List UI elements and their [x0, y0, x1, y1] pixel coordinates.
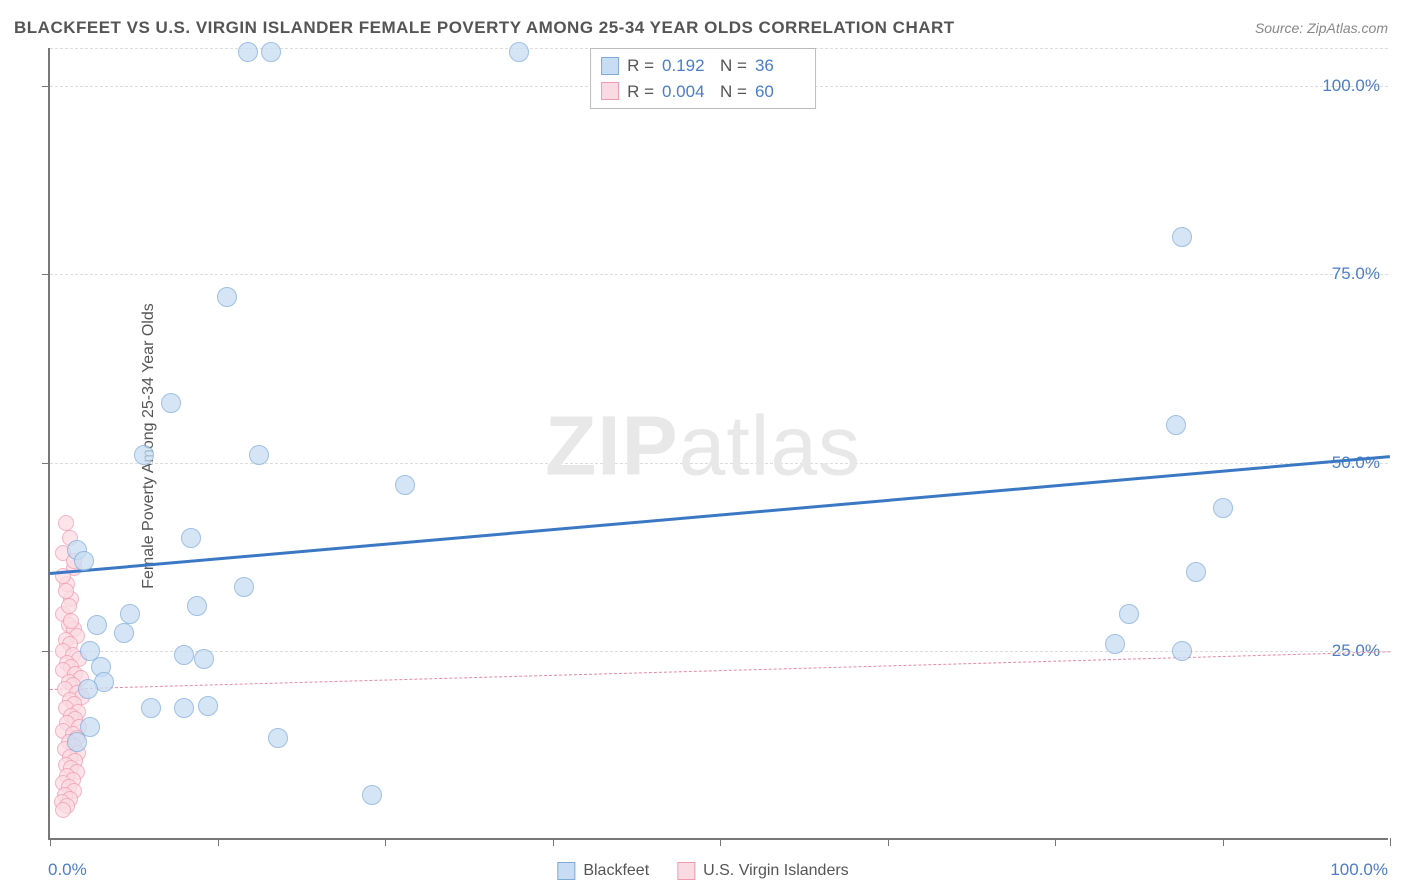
r-value: 0.192	[662, 53, 712, 79]
data-point	[362, 785, 382, 805]
y-tick-mark	[42, 651, 50, 652]
data-point	[114, 623, 134, 643]
y-tick-mark	[42, 274, 50, 275]
y-tick-label: 100.0%	[1322, 76, 1380, 96]
data-point	[1213, 498, 1233, 518]
data-point	[58, 583, 74, 599]
stats-legend: R = 0.192 N = 36 R = 0.004 N = 60	[590, 48, 816, 109]
data-point	[1186, 562, 1206, 582]
data-point	[120, 604, 140, 624]
x-tick-mark	[888, 838, 889, 846]
x-tick-mark	[50, 838, 51, 846]
x-tick-mark	[720, 838, 721, 846]
data-point	[87, 615, 107, 635]
plot-area: 25.0%50.0%75.0%100.0%	[48, 48, 1388, 840]
series-legend: Blackfeet U.S. Virgin Islanders	[557, 862, 848, 880]
data-point	[1105, 634, 1125, 654]
legend-label: U.S. Virgin Islanders	[703, 862, 849, 880]
y-tick-label: 75.0%	[1332, 264, 1380, 284]
data-point	[55, 802, 71, 818]
legend-swatch	[677, 862, 695, 880]
x-tick-mark	[1223, 838, 1224, 846]
n-label: N =	[720, 79, 747, 105]
source-attribution: Source: ZipAtlas.com	[1255, 20, 1388, 36]
x-tick-mark	[1055, 838, 1056, 846]
r-label: R =	[627, 79, 654, 105]
data-point	[1166, 415, 1186, 435]
data-point	[234, 577, 254, 597]
legend-swatch	[601, 82, 619, 100]
data-point	[74, 551, 94, 571]
legend-swatch	[601, 57, 619, 75]
data-point	[134, 445, 154, 465]
trendline	[50, 455, 1390, 575]
data-point	[261, 42, 281, 62]
x-tick-mark	[385, 838, 386, 846]
data-point	[268, 728, 288, 748]
data-point	[187, 596, 207, 616]
legend-item: Blackfeet	[557, 862, 649, 880]
legend-item: U.S. Virgin Islanders	[677, 862, 849, 880]
data-point	[58, 515, 74, 531]
data-point	[249, 445, 269, 465]
n-value: 60	[755, 79, 805, 105]
data-point	[67, 732, 87, 752]
data-point	[78, 679, 98, 699]
data-point	[395, 475, 415, 495]
r-label: R =	[627, 53, 654, 79]
legend-swatch	[557, 862, 575, 880]
r-value: 0.004	[662, 79, 712, 105]
gridline-horizontal	[50, 463, 1388, 464]
data-point	[1119, 604, 1139, 624]
x-tick-mark	[553, 838, 554, 846]
n-label: N =	[720, 53, 747, 79]
y-tick-mark	[42, 86, 50, 87]
data-point	[161, 393, 181, 413]
chart-title: BLACKFEET VS U.S. VIRGIN ISLANDER FEMALE…	[14, 18, 955, 38]
data-point	[194, 649, 214, 669]
n-value: 36	[755, 53, 805, 79]
legend-label: Blackfeet	[583, 862, 649, 880]
data-point	[238, 42, 258, 62]
data-point	[141, 698, 161, 718]
data-point	[509, 42, 529, 62]
data-point	[181, 528, 201, 548]
stats-legend-row: R = 0.004 N = 60	[601, 79, 805, 105]
x-tick-mark	[218, 838, 219, 846]
data-point	[198, 696, 218, 716]
x-tick-mark	[1390, 838, 1391, 846]
y-tick-mark	[42, 463, 50, 464]
x-axis-max-label: 100.0%	[1330, 860, 1388, 880]
data-point	[217, 287, 237, 307]
x-axis-min-label: 0.0%	[48, 860, 87, 880]
data-point	[174, 698, 194, 718]
data-point	[63, 613, 79, 629]
data-point	[174, 645, 194, 665]
data-point	[61, 598, 77, 614]
data-point	[1172, 641, 1192, 661]
stats-legend-row: R = 0.192 N = 36	[601, 53, 805, 79]
gridline-horizontal	[50, 274, 1388, 275]
data-point	[1172, 227, 1192, 247]
